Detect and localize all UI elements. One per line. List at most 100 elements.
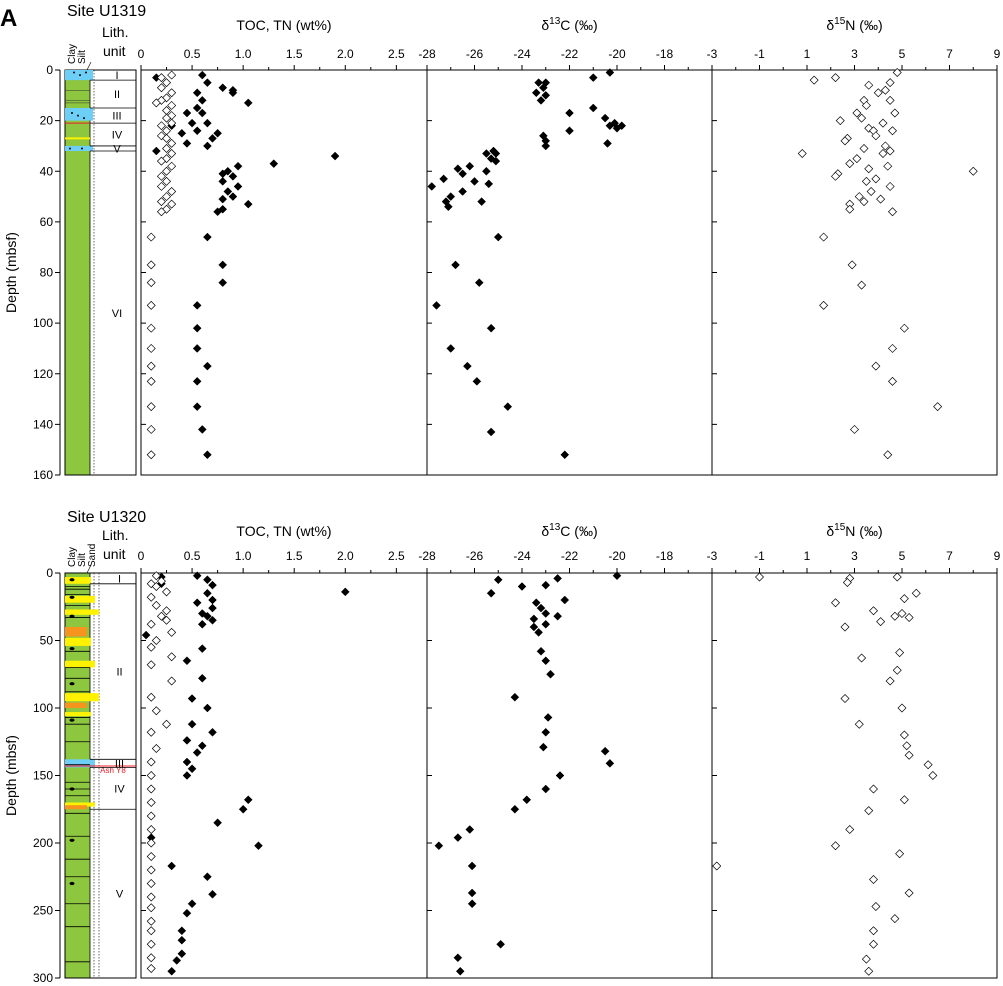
data-point-open xyxy=(712,861,722,871)
unit-label: IV xyxy=(112,130,123,142)
data-point-open xyxy=(866,187,876,196)
sand-dot xyxy=(81,147,83,150)
data-point-open xyxy=(162,719,172,729)
data-point-open xyxy=(840,136,850,146)
x-tick-label: -28 xyxy=(418,47,436,61)
data-point-open xyxy=(156,197,166,207)
data-point-filled xyxy=(203,450,212,460)
data-point-open xyxy=(162,133,172,143)
x-axis-label: TOC, TN (wt%) xyxy=(236,523,331,539)
panel-1: 0 0.5 1.0 1.5 2.0 2.5 TOC, TN (wt%) xyxy=(138,523,428,979)
data-point-filled xyxy=(228,171,238,181)
x-tick-label: 1.5 xyxy=(286,549,303,563)
data-point-filled xyxy=(218,177,228,186)
data-point-filled xyxy=(463,361,472,371)
data-point-filled xyxy=(187,899,197,909)
panel-frame xyxy=(711,572,998,979)
y-tick-label: 140 xyxy=(33,417,53,431)
data-point-open xyxy=(864,123,874,133)
x-tick-label: 1.5 xyxy=(286,47,303,61)
unit-label: II xyxy=(114,89,120,101)
data-point-open xyxy=(857,113,867,123)
data-point-open xyxy=(156,611,166,621)
data-point-open xyxy=(167,88,177,98)
data-point-open xyxy=(869,874,878,884)
x-tick-label: -26 xyxy=(466,549,484,563)
data-point-open xyxy=(146,798,156,807)
data-point-open xyxy=(845,825,855,834)
data-point-filled xyxy=(203,575,212,585)
data-point-filled xyxy=(543,713,553,722)
data-point-open xyxy=(831,841,840,851)
data-point-filled xyxy=(482,149,491,158)
data-point-open xyxy=(162,106,172,115)
data-point-filled xyxy=(192,323,202,333)
silt-layer xyxy=(65,107,93,121)
x-axis-label: δ13C (‰) xyxy=(541,16,597,33)
data-point-filled xyxy=(192,571,202,581)
data-point-filled xyxy=(565,126,574,136)
data-point-filled xyxy=(208,889,217,899)
data-point-open xyxy=(864,806,874,816)
x-tick-label: -18 xyxy=(656,47,674,61)
data-point-filled xyxy=(484,179,494,189)
data-point-filled xyxy=(546,669,555,679)
data-point-open xyxy=(968,166,978,176)
unit-label: I xyxy=(118,573,121,585)
figure-label: A xyxy=(0,5,17,32)
data-point-open xyxy=(911,588,921,598)
panel-1: 0 0.5 1.0 1.5 2.0 2.5 TOC, TN (wt%) xyxy=(138,17,428,476)
data-point-filled xyxy=(588,73,598,82)
sand-layer xyxy=(65,595,95,603)
data-point-open xyxy=(885,676,895,686)
data-point-open xyxy=(831,73,840,83)
data-point-open xyxy=(146,450,156,460)
data-point-open xyxy=(880,85,890,95)
y-tick-label: 100 xyxy=(33,701,53,715)
panel-frame xyxy=(426,572,713,979)
data-point-filled xyxy=(603,139,612,148)
data-point-open xyxy=(869,784,878,794)
data-point-filled xyxy=(541,656,551,666)
data-point-filled xyxy=(560,450,570,460)
data-point-filled xyxy=(177,935,187,945)
data-point-open xyxy=(146,838,156,848)
data-point-filled xyxy=(192,126,202,136)
x-tick-label: 1.0 xyxy=(235,549,252,563)
data-point-open xyxy=(890,611,900,621)
data-point-filled xyxy=(465,825,475,834)
data-point-open xyxy=(871,131,881,141)
data-point-open xyxy=(156,207,166,217)
data-point-filled xyxy=(208,727,217,737)
data-point-open xyxy=(869,606,878,616)
data-point-open xyxy=(146,784,156,794)
data-point-filled xyxy=(243,199,253,209)
data-point-open xyxy=(819,232,829,242)
x-axis-label: δ15N (‰) xyxy=(826,16,882,33)
data-point-filled xyxy=(560,595,570,605)
data-point-open xyxy=(871,361,881,371)
data-point-open xyxy=(888,126,897,136)
data-point-filled xyxy=(605,758,615,768)
data-point-filled xyxy=(233,161,243,171)
data-point-filled xyxy=(470,177,479,186)
data-point-open xyxy=(167,161,177,171)
data-point-open xyxy=(892,68,902,78)
sand-layer xyxy=(65,702,87,708)
data-point-open xyxy=(146,592,156,602)
data-point-filled xyxy=(458,187,467,196)
data-point-open xyxy=(899,594,909,604)
y-tick-label: 300 xyxy=(33,971,53,985)
data-point-filled xyxy=(486,588,496,598)
data-point-open xyxy=(899,730,909,740)
data-point-filled xyxy=(197,96,207,105)
data-point-filled xyxy=(187,719,197,729)
data-point-filled xyxy=(218,278,228,287)
unit-label: I xyxy=(115,70,118,82)
data-point-filled xyxy=(182,908,192,918)
data-point-filled xyxy=(197,609,207,618)
data-point-open xyxy=(156,83,166,93)
data-point-filled xyxy=(228,88,238,98)
x-axis-label: δ15N (‰) xyxy=(826,522,882,539)
data-point-filled xyxy=(197,425,207,434)
